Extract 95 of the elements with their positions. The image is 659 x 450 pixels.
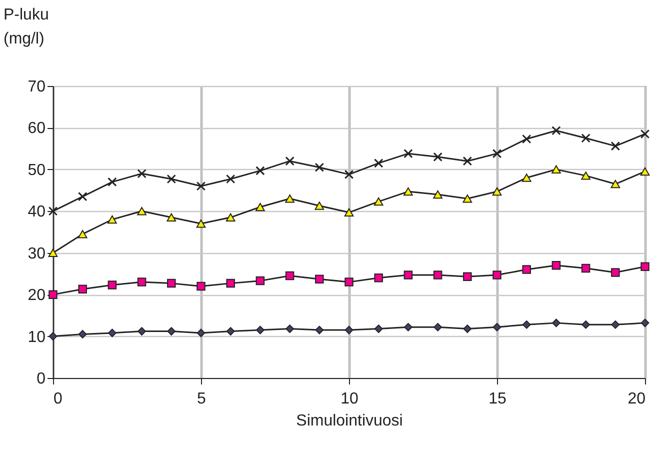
- point: [462, 194, 472, 203]
- point: [581, 264, 590, 273]
- point: [166, 174, 176, 184]
- point: [344, 208, 354, 217]
- y-tick-label: 60: [28, 120, 46, 138]
- point: [582, 320, 590, 329]
- point: [522, 320, 531, 329]
- point: [404, 187, 413, 196]
- point: [315, 326, 324, 334]
- point: [492, 148, 502, 158]
- point: [611, 320, 620, 329]
- point: [434, 322, 442, 332]
- point: [285, 156, 294, 166]
- point: [404, 270, 413, 280]
- point: [463, 272, 472, 282]
- point: [196, 328, 206, 338]
- point: [640, 129, 650, 139]
- point: [404, 322, 412, 332]
- point: [404, 148, 413, 158]
- point: [522, 265, 531, 274]
- point: [108, 280, 117, 290]
- point: [374, 158, 384, 168]
- point: [315, 274, 324, 284]
- point: [137, 278, 146, 286]
- point: [108, 328, 116, 338]
- point: [640, 167, 650, 176]
- point: [552, 318, 560, 328]
- point: [256, 202, 265, 212]
- point: [640, 318, 650, 328]
- point: [492, 322, 502, 332]
- point: [640, 262, 650, 271]
- y-tick-label: 0: [36, 370, 46, 388]
- y-tick-label: 20: [28, 287, 46, 304]
- point: [256, 276, 265, 286]
- point: [78, 192, 88, 202]
- y-tick-label: 40: [28, 204, 46, 221]
- point: [226, 278, 235, 288]
- y-tick-label: 50: [28, 162, 46, 179]
- point: [78, 284, 87, 294]
- point: [138, 327, 146, 336]
- x-tick-label: 20: [628, 390, 646, 408]
- point: [314, 202, 324, 210]
- point: [256, 166, 265, 176]
- point: [196, 181, 206, 191]
- y-tick-label: 30: [28, 245, 46, 262]
- point: [196, 220, 206, 228]
- point: [78, 330, 87, 338]
- point: [374, 324, 383, 333]
- point: [581, 172, 590, 180]
- point: [285, 271, 294, 280]
- point: [167, 327, 176, 336]
- point: [167, 278, 176, 288]
- point: [285, 194, 294, 203]
- point: [610, 180, 620, 188]
- point: [108, 215, 117, 224]
- point: [137, 207, 146, 216]
- point: [433, 270, 442, 280]
- point: [522, 134, 532, 144]
- point: [374, 274, 383, 282]
- y-tick-label: 70: [28, 78, 46, 96]
- point: [374, 197, 384, 206]
- point: [610, 141, 620, 151]
- point: [522, 174, 532, 182]
- point: [226, 174, 236, 184]
- point: [463, 324, 472, 333]
- point: [344, 278, 354, 286]
- point: [581, 134, 590, 143]
- point: [166, 213, 176, 222]
- point: [286, 324, 294, 333]
- x-tick-label: 10: [340, 390, 358, 408]
- point: [552, 126, 561, 136]
- point: [344, 170, 354, 180]
- point: [226, 213, 236, 222]
- point: [492, 187, 502, 196]
- point: [226, 327, 235, 336]
- point: [137, 168, 146, 178]
- point: [552, 165, 561, 174]
- point: [492, 270, 502, 280]
- x-tick-label: 5: [197, 390, 206, 408]
- x-tick-label: 15: [488, 390, 506, 408]
- point: [433, 152, 442, 162]
- point: [196, 282, 206, 291]
- x-axis-title: Simulointivuosi: [296, 412, 403, 430]
- point: [433, 190, 442, 199]
- point: [344, 326, 354, 334]
- point: [611, 268, 620, 277]
- point: [314, 162, 324, 172]
- x-tick-label: 0: [54, 390, 62, 408]
- point: [108, 177, 117, 187]
- y-tick-label: 10: [28, 328, 46, 346]
- point: [78, 230, 88, 238]
- point: [552, 261, 561, 270]
- point: [462, 156, 472, 166]
- y-axis-title: P-luku (mg/l): [4, 6, 49, 48]
- point: [256, 326, 264, 334]
